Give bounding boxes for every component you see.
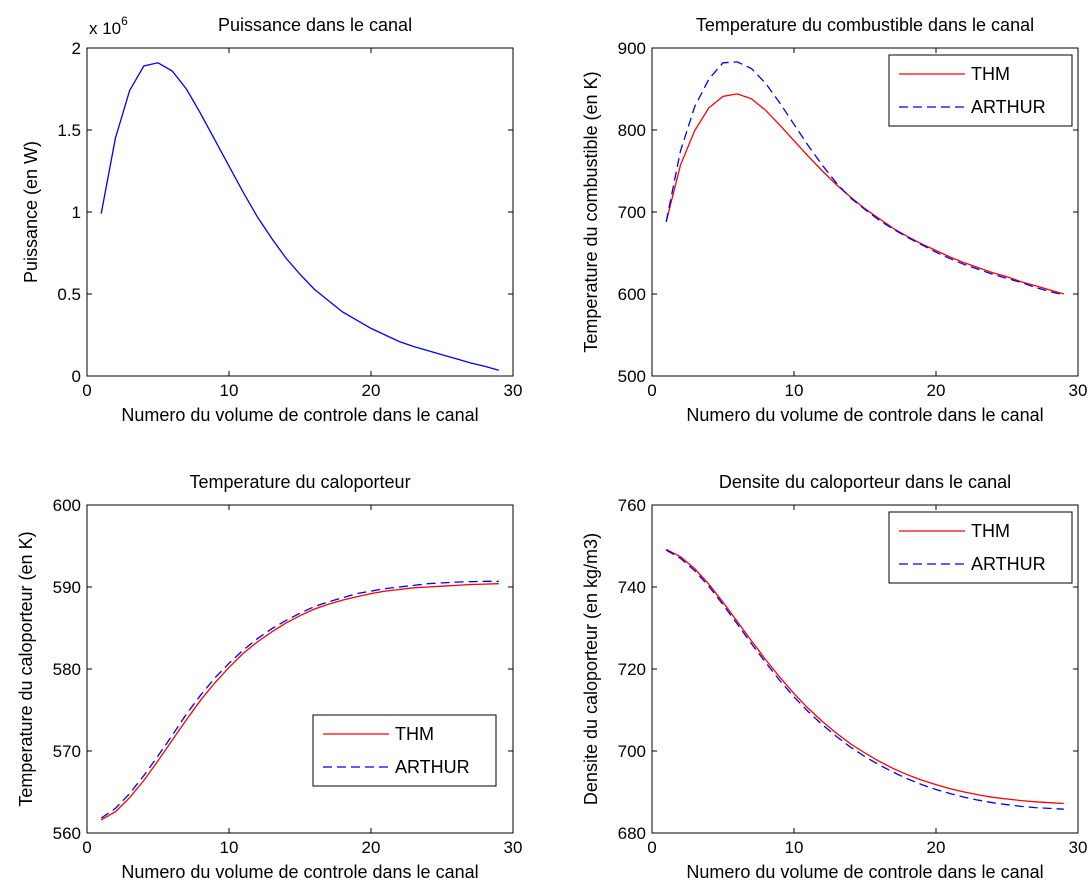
legend-box bbox=[888, 511, 1073, 584]
x-tick-label: 0 bbox=[647, 838, 656, 857]
y-axis-label: Puissance (en W) bbox=[21, 141, 41, 283]
y-tick-label: 760 bbox=[618, 496, 646, 515]
y-axis-multiplier: x 106 bbox=[89, 14, 128, 38]
chart-title: Temperature du combustible dans le canal bbox=[696, 15, 1034, 35]
y-tick-label: 720 bbox=[618, 660, 646, 679]
plot-area bbox=[86, 47, 514, 377]
legend-label-thm: THM bbox=[395, 724, 434, 744]
y-tick-label: 900 bbox=[618, 39, 646, 58]
chart-title: Temperature du caloporteur bbox=[189, 472, 410, 492]
y-axis-label: Densite du caloporteur (en kg/m3) bbox=[581, 533, 601, 805]
y-tick-label: 740 bbox=[618, 578, 646, 597]
x-tick-label: 20 bbox=[927, 381, 946, 400]
x-tick-label: 20 bbox=[362, 381, 381, 400]
x-tick-label: 20 bbox=[927, 838, 946, 857]
x-tick-label: 10 bbox=[220, 838, 239, 857]
x-tick-label: 30 bbox=[1069, 381, 1088, 400]
y-tick-label: 2 bbox=[72, 39, 81, 58]
x-axis-label: Numero du volume de controle dans le can… bbox=[686, 862, 1043, 882]
legend-label-arthur: ARTHUR bbox=[971, 554, 1046, 574]
series-line-thm bbox=[100, 583, 499, 821]
y-tick-label: 0 bbox=[72, 367, 81, 386]
series-line-1 bbox=[100, 62, 499, 371]
legend-label-thm: THM bbox=[971, 64, 1010, 84]
x-tick-label: 0 bbox=[82, 838, 91, 857]
y-tick-label: 1.5 bbox=[57, 121, 81, 140]
y-tick-label: 700 bbox=[618, 203, 646, 222]
chart-title: Densite du caloporteur dans le canal bbox=[719, 472, 1011, 492]
y-tick-label: 590 bbox=[53, 578, 81, 597]
y-tick-label: 800 bbox=[618, 121, 646, 140]
series-line-arthur bbox=[665, 61, 1064, 296]
legend: THM ARTHUR bbox=[888, 54, 1073, 127]
legend: THM ARTHUR bbox=[888, 511, 1073, 584]
x-tick-label: 0 bbox=[82, 381, 91, 400]
x-tick-label: 10 bbox=[785, 381, 804, 400]
y-tick-label: 570 bbox=[53, 742, 81, 761]
x-axis-label: Numero du volume de controle dans le can… bbox=[121, 862, 478, 882]
x-tick-label: 30 bbox=[504, 381, 523, 400]
legend: THM ARTHUR bbox=[312, 714, 497, 787]
y-tick-label: 0.5 bbox=[57, 285, 81, 304]
x-tick-label: 10 bbox=[220, 381, 239, 400]
legend-label-arthur: ARTHUR bbox=[395, 757, 470, 777]
y-axis-label: Temperature du caloporteur (en K) bbox=[16, 531, 36, 806]
chart-panel-4: 0 10 20 30 680 700 720 740 760 Densite du calopor… bbox=[581, 472, 1087, 882]
multiplier-base: x 10 bbox=[89, 19, 121, 38]
chart-panel-2: 0 10 20 30 500 600 700 800 900 Temperature du com… bbox=[581, 15, 1087, 425]
legend-label-thm: THM bbox=[971, 521, 1010, 541]
y-tick-label: 560 bbox=[53, 824, 81, 843]
series-line-arthur bbox=[100, 580, 499, 819]
series-line-thm bbox=[665, 548, 1064, 805]
chart-panel-1: 0 10 20 30 0 0.5 1 1.5 2 x 106 Puissance dans le c… bbox=[21, 14, 522, 425]
legend-box bbox=[312, 714, 497, 787]
chart-panel-3: 0 10 20 30 560 570 580 590 600 Temperature du cal… bbox=[16, 472, 522, 882]
y-tick-label: 1 bbox=[72, 203, 81, 222]
x-tick-label: 30 bbox=[504, 838, 523, 857]
x-axis-label: Numero du volume de controle dans le can… bbox=[686, 405, 1043, 425]
legend-box bbox=[888, 54, 1073, 127]
y-tick-label: 500 bbox=[618, 367, 646, 386]
multiplier-exponent: 6 bbox=[121, 14, 128, 28]
y-axis-label: Temperature du combustible (en K) bbox=[581, 71, 601, 352]
y-tick-label: 700 bbox=[618, 742, 646, 761]
y-tick-label: 600 bbox=[53, 496, 81, 515]
x-tick-label: 30 bbox=[1069, 838, 1088, 857]
x-tick-label: 20 bbox=[362, 838, 381, 857]
x-tick-label: 10 bbox=[785, 838, 804, 857]
x-axis-label: Numero du volume de controle dans le can… bbox=[121, 405, 478, 425]
x-tick-label: 0 bbox=[647, 381, 656, 400]
y-tick-label: 600 bbox=[618, 285, 646, 304]
y-tick-label: 580 bbox=[53, 660, 81, 679]
y-tick-label: 680 bbox=[618, 824, 646, 843]
legend-label-arthur: ARTHUR bbox=[971, 97, 1046, 117]
chart-title: Puissance dans le canal bbox=[218, 15, 412, 35]
